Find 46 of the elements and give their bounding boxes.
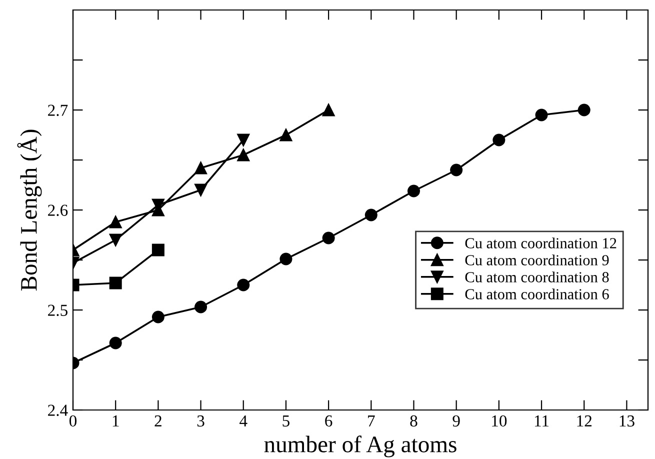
point <box>194 162 208 174</box>
point <box>407 184 420 198</box>
x-tick-label: 8 <box>410 415 418 427</box>
point <box>109 234 122 246</box>
point <box>237 134 250 146</box>
x-tick-label: 12 <box>577 415 592 426</box>
point <box>280 128 292 142</box>
point <box>535 108 548 122</box>
point <box>364 208 378 222</box>
x-tick-label: 7 <box>368 416 375 426</box>
legend-label: Cu atom coordination 6 <box>465 288 609 300</box>
x-tick-label: 2 <box>154 415 162 426</box>
x-tick-label: 3 <box>197 415 204 427</box>
y-tick-label: 2.6 <box>48 204 68 216</box>
x-axis-title: number of Ag atoms <box>264 436 456 458</box>
x-tick-label: 9 <box>452 415 460 427</box>
point <box>194 300 208 314</box>
x-tick-label: 4 <box>240 415 248 426</box>
point <box>280 252 292 266</box>
y-tick-label: 2.5 <box>48 304 68 316</box>
point <box>237 148 250 162</box>
point <box>109 216 122 228</box>
point <box>322 104 335 116</box>
x-tick-label: 6 <box>325 415 332 427</box>
point <box>492 134 506 146</box>
legend-label: Cu atom coordination 12 <box>465 238 616 248</box>
x-tick-label: 13 <box>620 415 634 427</box>
point <box>109 276 122 290</box>
y-tick-label: 2.4 <box>48 404 68 416</box>
x-tick-label: 11 <box>534 415 549 426</box>
legend-label: Cu atom coordination 9 <box>465 254 609 266</box>
point <box>109 336 122 350</box>
x-tick-label: 0 <box>69 415 77 427</box>
point <box>322 232 335 244</box>
x-tick-label: 5 <box>282 416 290 427</box>
x-tick-label: 10 <box>492 415 507 427</box>
y-tick-label: 2.7 <box>48 104 68 116</box>
point <box>152 244 164 256</box>
point <box>237 278 250 292</box>
legend-label: Cu atom coordination 8 <box>465 272 609 282</box>
y-axis-title: Bond Length (Å) <box>17 130 42 291</box>
point <box>450 164 463 176</box>
point <box>152 310 164 324</box>
point <box>194 184 208 196</box>
x-tick-label: 1 <box>112 415 119 426</box>
point <box>578 104 590 116</box>
